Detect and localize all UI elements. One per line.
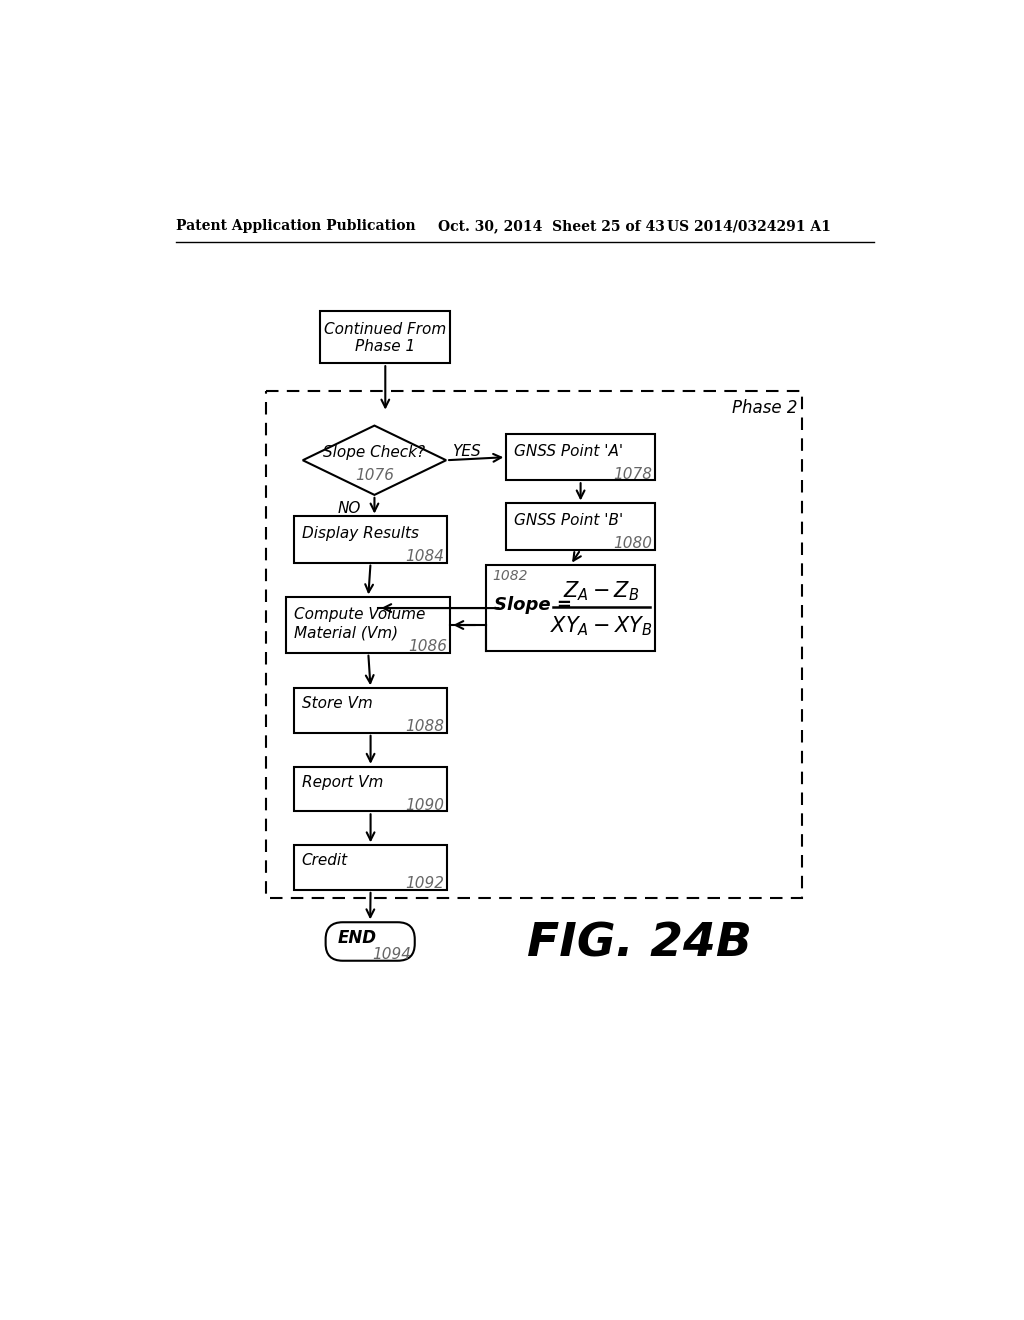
Text: Continued From: Continued From bbox=[325, 322, 446, 337]
Text: Slope =: Slope = bbox=[494, 597, 571, 614]
FancyBboxPatch shape bbox=[506, 434, 655, 480]
Text: 1088: 1088 bbox=[406, 719, 444, 734]
Text: Material (Vm): Material (Vm) bbox=[294, 626, 398, 640]
Text: $XY_A - XY_B$: $XY_A - XY_B$ bbox=[550, 615, 652, 639]
Text: 1092: 1092 bbox=[406, 876, 444, 891]
Text: FIG. 24B: FIG. 24B bbox=[527, 921, 752, 966]
FancyBboxPatch shape bbox=[294, 688, 447, 733]
Text: GNSS Point 'B': GNSS Point 'B' bbox=[514, 512, 624, 528]
Text: Credit: Credit bbox=[302, 853, 348, 869]
Text: 1080: 1080 bbox=[613, 536, 652, 550]
FancyBboxPatch shape bbox=[294, 516, 447, 562]
Text: Report Vm: Report Vm bbox=[302, 775, 383, 789]
FancyBboxPatch shape bbox=[294, 767, 447, 812]
Text: 1076: 1076 bbox=[355, 469, 394, 483]
Text: YES: YES bbox=[453, 444, 481, 458]
FancyBboxPatch shape bbox=[326, 923, 415, 961]
Text: 1090: 1090 bbox=[406, 797, 444, 813]
FancyBboxPatch shape bbox=[294, 845, 447, 890]
Text: 1094: 1094 bbox=[373, 946, 412, 962]
FancyBboxPatch shape bbox=[286, 597, 451, 653]
FancyBboxPatch shape bbox=[266, 391, 802, 898]
Text: US 2014/0324291 A1: US 2014/0324291 A1 bbox=[667, 219, 830, 234]
FancyBboxPatch shape bbox=[486, 565, 655, 651]
Text: Phase 1: Phase 1 bbox=[355, 339, 416, 354]
Text: NO: NO bbox=[338, 502, 361, 516]
Polygon shape bbox=[303, 425, 446, 495]
Text: Oct. 30, 2014  Sheet 25 of 43: Oct. 30, 2014 Sheet 25 of 43 bbox=[438, 219, 665, 234]
Text: GNSS Point 'A': GNSS Point 'A' bbox=[514, 444, 623, 458]
FancyBboxPatch shape bbox=[506, 503, 655, 549]
Text: Slope Check?: Slope Check? bbox=[324, 445, 426, 461]
Text: Display Results: Display Results bbox=[302, 525, 419, 541]
Text: END: END bbox=[338, 929, 377, 946]
Text: 1078: 1078 bbox=[613, 466, 652, 482]
Text: $Z_A - Z_B$: $Z_A - Z_B$ bbox=[562, 579, 639, 603]
Text: Compute Volume: Compute Volume bbox=[294, 607, 425, 622]
Text: 1082: 1082 bbox=[493, 569, 527, 582]
Text: 1086: 1086 bbox=[409, 639, 447, 655]
Text: 1084: 1084 bbox=[406, 549, 444, 564]
Text: Store Vm: Store Vm bbox=[302, 696, 373, 711]
Text: Patent Application Publication: Patent Application Publication bbox=[176, 219, 416, 234]
Text: Phase 2: Phase 2 bbox=[732, 399, 798, 417]
FancyBboxPatch shape bbox=[321, 312, 451, 363]
